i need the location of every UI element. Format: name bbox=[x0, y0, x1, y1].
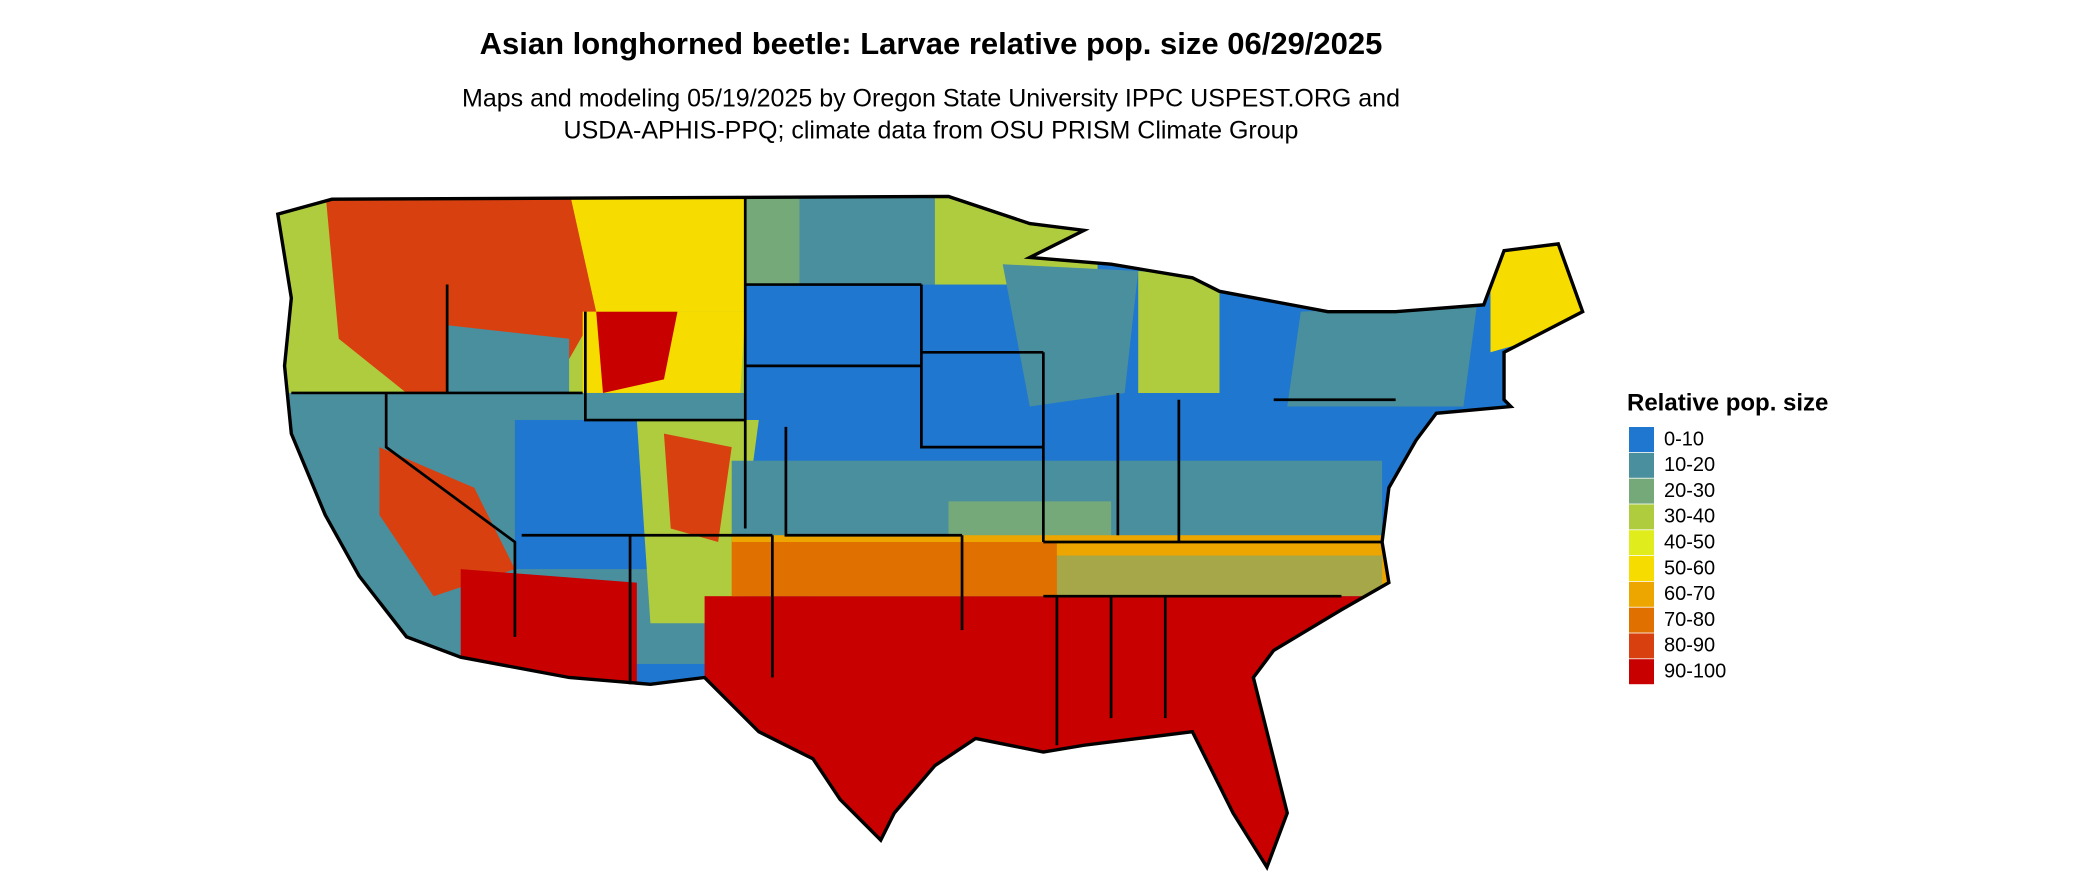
us-map bbox=[275, 194, 1585, 872]
legend-label: 80-90 bbox=[1664, 635, 1715, 657]
legend-label: 20-30 bbox=[1664, 480, 1715, 502]
legend-label: 30-40 bbox=[1664, 506, 1715, 528]
legend-swatch bbox=[1629, 607, 1654, 633]
legend-label: 10-20 bbox=[1664, 454, 1715, 476]
legend-swatch bbox=[1629, 581, 1654, 607]
legend-label: 50-60 bbox=[1664, 557, 1715, 579]
legend-title: Relative pop. size bbox=[1627, 389, 1828, 416]
legend: 0-10 10-20 20-30 30-40 40-50 50-60 60-70 70-80 8… bbox=[1629, 427, 1726, 685]
map-subtitle: Maps and modeling 05/19/2025 by Oregon S… bbox=[462, 85, 1400, 113]
legend-swatch bbox=[1629, 659, 1654, 685]
legend-swatch bbox=[1629, 504, 1654, 530]
map-subtitle: USDA-APHIS-PPQ; climate data from OSU PR… bbox=[564, 117, 1299, 145]
legend-swatch bbox=[1629, 633, 1654, 659]
legend-swatch bbox=[1629, 478, 1654, 504]
legend-label: 40-50 bbox=[1664, 531, 1715, 553]
legend-swatch bbox=[1629, 427, 1654, 452]
legend-label: 90-100 bbox=[1664, 660, 1726, 682]
map-title: Asian longhorned beetle: Larvae relative… bbox=[480, 26, 1383, 61]
legend-swatch bbox=[1629, 452, 1654, 478]
legend-label: 0-10 bbox=[1664, 428, 1704, 450]
legend-swatch bbox=[1629, 556, 1654, 581]
legend-label: 70-80 bbox=[1664, 609, 1715, 631]
legend-label: 60-70 bbox=[1664, 583, 1715, 605]
legend-swatch bbox=[1629, 530, 1654, 556]
